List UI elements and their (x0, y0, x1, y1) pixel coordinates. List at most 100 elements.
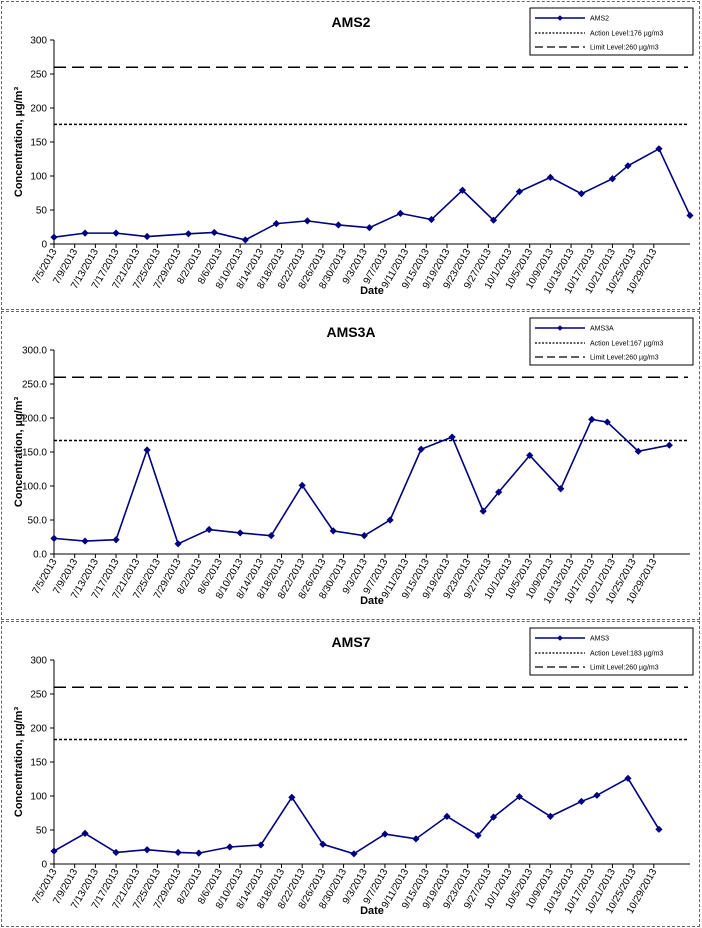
x-axis-title: Date (360, 285, 384, 297)
series-line (53, 418, 670, 545)
legend-box (529, 627, 694, 676)
data-point (427, 215, 436, 224)
chart-title: AMS7 (332, 634, 371, 650)
data-point (665, 441, 673, 449)
data-point (458, 186, 467, 194)
legend-marker (557, 15, 563, 21)
data-point (81, 829, 89, 837)
data-point (448, 433, 456, 441)
data-point (686, 211, 694, 220)
series-line (53, 147, 691, 241)
data-point (334, 221, 342, 229)
data-point (112, 848, 120, 857)
data-point (360, 532, 368, 540)
legend-reference-label: Limit Level:260 µg/m3 (590, 355, 659, 362)
data-point (174, 540, 182, 548)
y-tick-label: 200 (30, 724, 47, 735)
chart-svg: AMS20501001502002503007/5/20137/9/20137/… (13, 7, 694, 297)
y-tick-label: 50 (36, 826, 48, 837)
data-point (624, 774, 632, 782)
data-point (474, 831, 482, 840)
y-tick-label: 300 (30, 656, 47, 667)
chart-title: AMS3A (326, 324, 375, 340)
data-point (577, 797, 586, 806)
data-point (593, 791, 601, 799)
x-axis-title: Date (360, 595, 384, 607)
data-point (443, 812, 451, 820)
chart-panel-ams7: AMS7 0 50 100 150 200 250 300 7/5/2013 7/9/2013 7/… (1, 621, 700, 927)
data-point (50, 233, 58, 241)
legend-box (529, 7, 694, 56)
y-tick-label: 100.0 (22, 482, 47, 493)
data-point (624, 162, 632, 170)
data-point (257, 841, 265, 849)
legend-series-label: AMS3 (590, 636, 609, 643)
data-point (515, 793, 523, 801)
chart-svg: AMS3A0.050.0100.0150.0200.0250.0300.07/5… (13, 317, 694, 607)
data-point (236, 529, 244, 537)
data-point (634, 447, 642, 455)
y-tick-label: 0 (41, 860, 47, 871)
legend-reference-label: Action Level:183 µg/m3 (590, 651, 663, 658)
data-point (112, 536, 120, 544)
y-tick-label: 300.0 (22, 346, 47, 357)
data-point (143, 446, 151, 454)
chart-panel-ams2: AMS2 0 50 100 150 200 250 300 7/5/2013 7/9/2013 7/… (1, 1, 700, 310)
legend-reference-label: Limit Level:260 µg/m3 (590, 45, 659, 52)
data-point (241, 236, 249, 244)
series-line (53, 777, 660, 855)
data-point (267, 532, 275, 540)
data-point (303, 217, 311, 225)
data-point (655, 145, 663, 153)
chart-title: AMS2 (332, 14, 371, 30)
data-point (210, 228, 218, 237)
y-tick-label: 250 (30, 70, 47, 81)
data-point (396, 209, 405, 217)
y-axis-title: Concentration, µg/m³ (13, 707, 25, 818)
chart-panel-ams3a: AMS3A 0.0 50.0 100.0 150.0 200.0 250.0 300.0 7/5… (1, 311, 700, 620)
y-tick-label: 0.0 (33, 550, 47, 561)
data-point (195, 849, 203, 857)
data-point (184, 230, 193, 238)
data-point (143, 846, 151, 854)
data-point (50, 534, 58, 542)
data-point (577, 190, 586, 198)
data-point (489, 216, 498, 224)
data-point (81, 229, 89, 237)
data-point (81, 537, 89, 545)
y-tick-label: 150 (30, 138, 47, 149)
data-point (495, 488, 503, 496)
data-point (329, 527, 337, 535)
data-point (365, 224, 374, 232)
legend-marker (557, 325, 563, 331)
data-point (112, 229, 120, 237)
y-tick-label: 100 (30, 792, 47, 803)
y-tick-label: 200 (30, 104, 47, 115)
y-tick-label: 200.0 (22, 414, 47, 425)
data-point (588, 415, 596, 423)
legend-reference-label: Action Level:167 µg/m3 (590, 341, 663, 348)
data-point (50, 847, 58, 855)
data-point (655, 825, 663, 833)
data-point (174, 848, 182, 857)
legend-series-label: AMS3A (590, 326, 614, 333)
legend-series-label: AMS2 (590, 16, 609, 23)
chart-svg: AMS70501001502002503007/5/20137/9/20137/… (13, 627, 694, 917)
y-tick-label: 100 (30, 172, 47, 183)
data-point (515, 188, 523, 196)
data-point (143, 232, 151, 241)
legend-reference-label: Action Level:176 µg/m3 (590, 31, 663, 38)
y-axis-title: Concentration, µg/m³ (13, 397, 25, 508)
data-point (386, 516, 394, 524)
y-tick-label: 300 (30, 36, 47, 47)
data-point (272, 220, 280, 228)
legend-box (529, 317, 694, 366)
data-point (226, 843, 234, 851)
data-point (205, 525, 213, 534)
data-point (417, 445, 425, 453)
legend: AMS3A Action Level:167 µg/m3 Limit Level:2… (529, 317, 694, 366)
legend: AMS3 Action Level:183 µg/m3 Limit Level:26… (529, 627, 694, 676)
data-point (298, 481, 306, 489)
y-tick-label: 150 (30, 758, 47, 769)
legend-marker (557, 635, 563, 641)
